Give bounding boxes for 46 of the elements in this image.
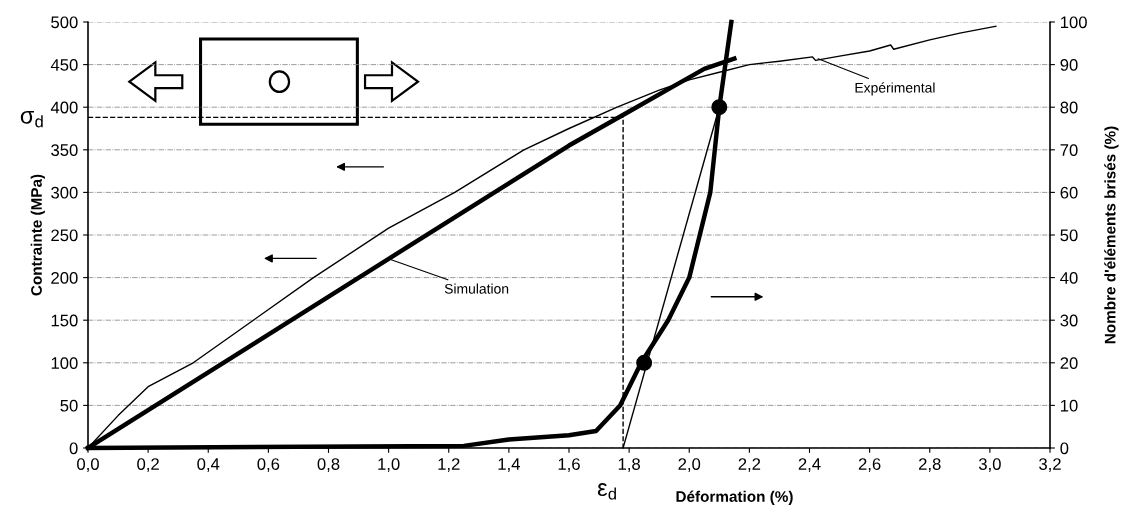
x-tick-label: 3,0 bbox=[978, 458, 1001, 472]
y2-tick-label: 50 bbox=[1060, 229, 1078, 242]
x-tick-label: 0,4 bbox=[197, 458, 220, 472]
y-tick-label: 500 bbox=[51, 16, 78, 29]
y2-tick-label: 100 bbox=[1060, 16, 1087, 29]
y-tick-label: 400 bbox=[50, 101, 78, 114]
x-tick-label: 2,8 bbox=[919, 458, 941, 472]
annotation: Simulation bbox=[444, 283, 509, 294]
x-tick-label: 0,2 bbox=[137, 458, 159, 472]
y2-tick-label: 70 bbox=[1060, 144, 1078, 156]
y-tick-label: 50 bbox=[60, 399, 78, 412]
y-tick-label: 0 bbox=[69, 442, 78, 455]
y-tick-label: 250 bbox=[51, 229, 78, 242]
x-tick-label: 2,6 bbox=[858, 458, 881, 472]
y2-tick-label: 80 bbox=[1060, 101, 1078, 114]
y-axis-title: Contrainte (MPa) bbox=[30, 174, 45, 296]
y-tick-label: 450 bbox=[50, 59, 78, 71]
y2-tick-label: 30 bbox=[1060, 314, 1078, 327]
y-tick-label: 150 bbox=[51, 314, 78, 327]
y-tick-label: 200 bbox=[51, 272, 78, 284]
y-tick-label: 350 bbox=[51, 144, 78, 156]
y2-tick-label: 60 bbox=[1060, 186, 1078, 199]
x-tick-label: 0,8 bbox=[317, 458, 340, 472]
y2-tick-label: 0 bbox=[1060, 442, 1069, 455]
x-axis-title: Déformation (%) bbox=[676, 490, 793, 505]
y2-tick-label: 20 bbox=[1060, 357, 1078, 369]
y2-axis-title: Nombre d'éléments brisés (%) bbox=[1104, 126, 1119, 344]
x-tick-label: 0,6 bbox=[257, 458, 280, 472]
x-tick-label: 2,4 bbox=[798, 458, 821, 472]
x-tick-label: 1,2 bbox=[438, 458, 460, 472]
y-tick-label: 300 bbox=[51, 186, 78, 199]
x-tick-label: 1,0 bbox=[378, 458, 400, 472]
y2-tick-label: 10 bbox=[1060, 399, 1078, 412]
text: ε$_{d}$ bbox=[597, 483, 616, 500]
x-tick-label: 1,6 bbox=[558, 458, 580, 472]
y-tick-label: 100 bbox=[51, 357, 78, 369]
x-tick-label: 2,0 bbox=[678, 458, 701, 472]
x-tick-label: 1,8 bbox=[618, 458, 640, 472]
x-tick-label: 1,4 bbox=[498, 458, 520, 472]
text: σ$_{d}$ bbox=[20, 111, 43, 128]
y2-tick-label: 90 bbox=[1060, 59, 1078, 71]
x-tick-label: 0,0 bbox=[77, 458, 99, 472]
x-tick-label: 3,2 bbox=[1039, 458, 1061, 472]
y2-tick-label: 40 bbox=[1060, 272, 1078, 284]
annotation: Expérimental bbox=[855, 82, 935, 96]
x-tick-label: 2,2 bbox=[738, 458, 761, 472]
